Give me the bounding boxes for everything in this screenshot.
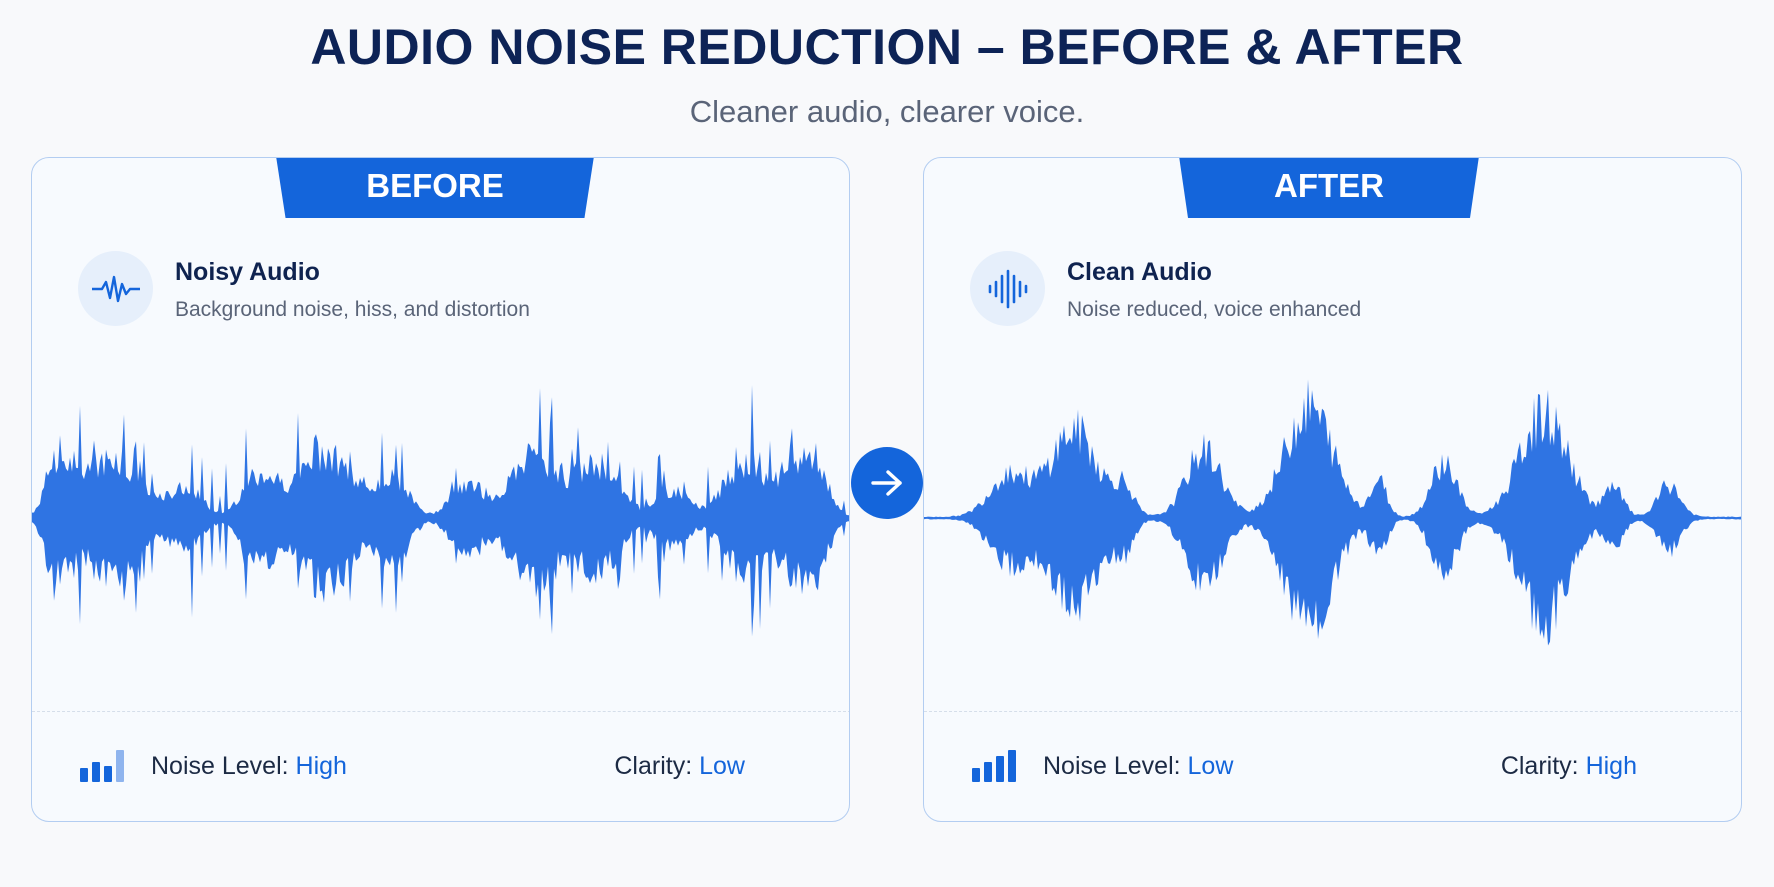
waveform-shape: [924, 379, 1741, 646]
after-divider: [924, 711, 1741, 712]
clarity-value: High: [1585, 752, 1637, 780]
clarity-label: Clarity:: [1500, 752, 1579, 780]
page-subtitle: Cleaner audio, clearer voice.: [689, 94, 1085, 129]
after-panel: AFTER Clean Audio Noise reduced, voice e…: [923, 157, 1742, 822]
before-noise-stat: Noise Level: High: [151, 752, 347, 781]
noise-level-icon: [80, 748, 128, 787]
before-heading: Noisy Audio: [175, 258, 320, 286]
before-panel: BEFORE Noisy Audio Background noise, his…: [31, 157, 850, 822]
after-description: Noise reduced, voice enhanced: [1067, 298, 1362, 321]
clean-waveform: [924, 379, 1741, 646]
after-tab: AFTER: [1179, 158, 1479, 218]
noise-level-value: Low: [1187, 752, 1234, 780]
waveform-icon: [78, 251, 153, 326]
page-title: AUDIO NOISE REDUCTION – BEFORE & AFTER: [310, 19, 1464, 75]
arrow-right-icon: [851, 447, 923, 519]
clarity-label: Clarity:: [614, 752, 693, 780]
noise-level-label: Noise Level:: [151, 752, 289, 780]
after-noise-stat: Noise Level: Low: [1043, 752, 1233, 781]
noisy-waveform: [32, 385, 849, 637]
noise-level-label: Noise Level:: [1043, 752, 1181, 780]
waveform-shape: [32, 385, 849, 637]
before-description: Background noise, hiss, and distortion: [175, 298, 530, 321]
before-tab: BEFORE: [276, 158, 594, 218]
before-divider: [32, 711, 849, 712]
before-clarity-stat: Clarity: Low: [614, 752, 745, 781]
after-clarity-stat: Clarity: High: [1501, 752, 1637, 781]
sound-bars-icon: [970, 251, 1045, 326]
noise-level-icon: [972, 748, 1020, 787]
clarity-value: Low: [699, 752, 745, 780]
noise-level-value: High: [295, 752, 347, 780]
after-heading: Clean Audio: [1067, 258, 1212, 286]
